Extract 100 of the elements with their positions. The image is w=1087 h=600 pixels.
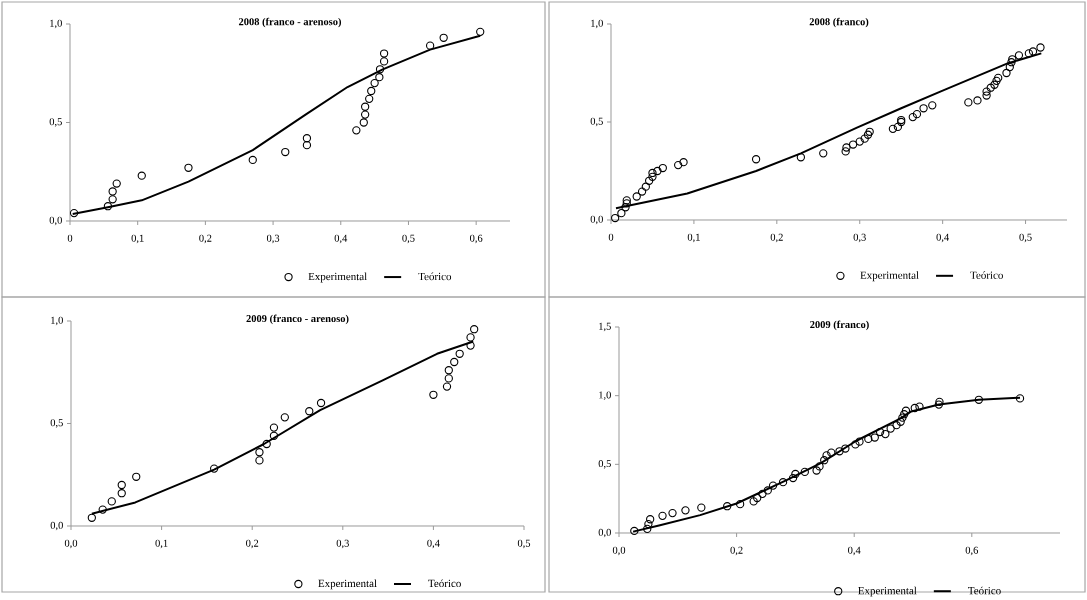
point [439, 33, 448, 43]
point [990, 80, 999, 89]
x-tick-label: 0,0 [612, 546, 626, 556]
point [758, 489, 767, 499]
point [994, 73, 1003, 83]
point [892, 421, 901, 430]
point [255, 456, 264, 465]
point [305, 407, 314, 416]
point [910, 403, 919, 413]
point [630, 526, 639, 536]
point [881, 430, 890, 439]
point [379, 49, 389, 58]
point [668, 509, 677, 518]
point [359, 118, 368, 127]
point [262, 439, 271, 449]
point [763, 486, 772, 495]
point [644, 520, 653, 529]
point [841, 444, 850, 453]
point [870, 433, 879, 442]
point [827, 448, 836, 457]
point [653, 166, 662, 176]
point [863, 130, 873, 139]
x-tick-label: 0 [608, 233, 614, 241]
legend-label: Teórico [968, 586, 1001, 595]
point [375, 65, 385, 74]
point [681, 506, 690, 515]
point [621, 203, 630, 212]
point [641, 182, 650, 191]
point [812, 466, 821, 475]
point [281, 147, 290, 157]
point [302, 134, 312, 143]
point [915, 402, 924, 411]
point [622, 196, 631, 205]
point [679, 158, 688, 167]
point [302, 141, 312, 150]
point [367, 86, 376, 96]
x-tick-label: 0,2 [246, 539, 259, 549]
point [1028, 47, 1038, 56]
y-tick-label: 0,0 [598, 528, 611, 538]
point [444, 366, 453, 375]
point [848, 140, 858, 149]
x-tick-label: 0,1 [155, 539, 168, 549]
point [466, 341, 475, 350]
point [379, 57, 389, 66]
x-tick-label: 0,5 [402, 234, 415, 244]
y-tick-label: 1,0 [599, 391, 611, 401]
point [819, 149, 828, 158]
chart-title: 2009 (franco) [810, 320, 869, 331]
point [365, 94, 374, 104]
x-tick-label: 0,0 [64, 539, 78, 549]
x-tick-label: 0,4 [427, 539, 440, 549]
point [928, 101, 937, 110]
point [896, 417, 905, 426]
point [886, 424, 895, 433]
point [658, 511, 667, 521]
point [973, 96, 982, 105]
point [934, 400, 944, 409]
point [768, 481, 778, 490]
point [865, 127, 874, 137]
point [622, 199, 631, 208]
point [800, 467, 809, 477]
chart-title: 2008 (franco - arenoso) [238, 17, 342, 28]
y-tick-label: 1,0 [51, 316, 63, 326]
point [648, 172, 657, 182]
point [269, 423, 279, 432]
point [864, 434, 873, 444]
point [1005, 63, 1014, 72]
point [1015, 394, 1025, 403]
x-tick-label: 0,6 [470, 234, 483, 244]
x-tick-label: 0,4 [936, 233, 950, 243]
y-tick-label: 0,0 [590, 215, 603, 225]
point [429, 390, 438, 400]
point [908, 113, 917, 122]
legend-label: Teórico [418, 272, 452, 281]
point [820, 456, 829, 465]
point [370, 79, 379, 88]
point [617, 209, 626, 218]
point [935, 397, 944, 407]
point [352, 126, 361, 135]
point [470, 325, 479, 334]
point [1036, 43, 1045, 52]
point [112, 179, 121, 188]
point [835, 447, 844, 456]
y-tick-label: 0,5 [50, 419, 63, 428]
point [637, 187, 647, 196]
point [611, 213, 620, 223]
point [360, 110, 370, 119]
legend-label: Experimental [308, 272, 367, 283]
point [919, 104, 928, 113]
y-tick-label: 0,0 [49, 216, 62, 226]
legend-label: Experimental [860, 271, 919, 282]
point [893, 122, 903, 132]
x-tick-label: 0,2 [770, 233, 783, 243]
point [648, 168, 657, 178]
point [98, 505, 107, 514]
point [184, 163, 193, 173]
point [444, 374, 453, 383]
point [815, 462, 824, 471]
point [751, 155, 761, 164]
point [280, 413, 289, 422]
